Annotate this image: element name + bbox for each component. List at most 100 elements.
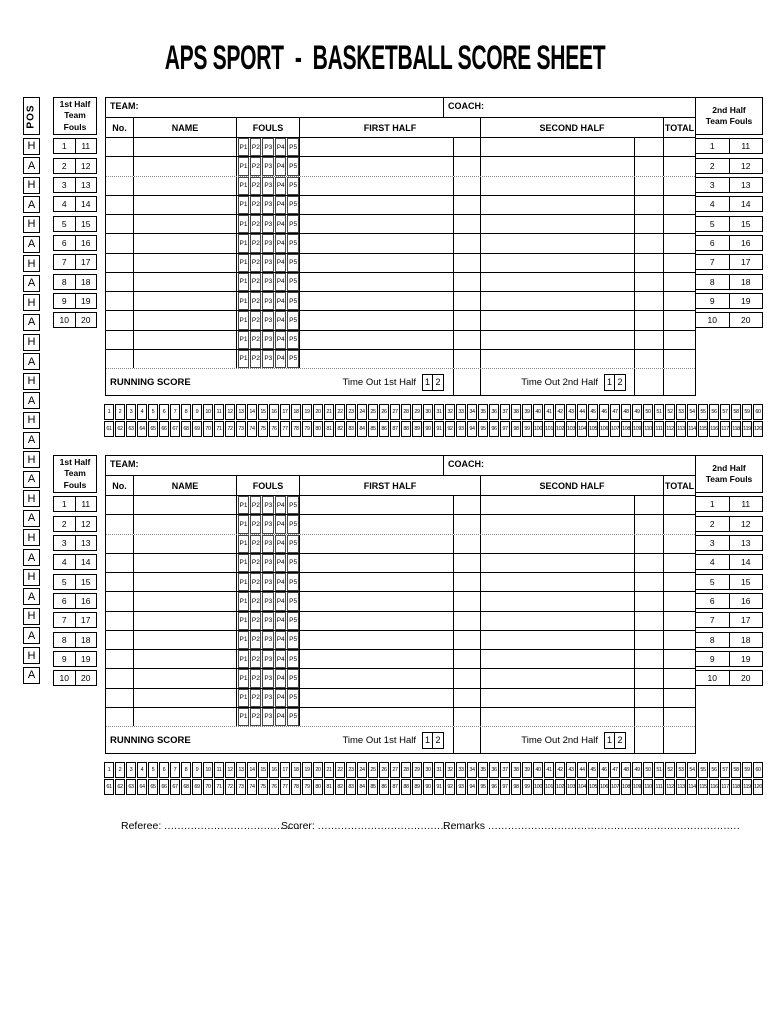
running-score-number[interactable]: 60 [753, 404, 763, 420]
running-score-number[interactable]: 54 [687, 404, 697, 420]
running-score-number[interactable]: 52 [665, 762, 675, 778]
running-score-number[interactable]: 112 [665, 421, 675, 437]
pos-cell[interactable]: A [23, 313, 40, 331]
team-foul-number[interactable]: 10 [695, 670, 730, 687]
foul-period-box[interactable]: P2 [249, 573, 262, 592]
running-score-number[interactable]: 18 [291, 762, 301, 778]
running-score-number[interactable]: 33 [456, 404, 466, 420]
first-half-score-cell[interactable] [300, 688, 454, 707]
running-score-number[interactable]: 29 [412, 404, 422, 420]
team-foul-number[interactable]: 16 [729, 234, 763, 251]
running-score-number[interactable]: 108 [621, 421, 631, 437]
team-foul-number[interactable]: 15 [75, 215, 97, 232]
running-score-number[interactable]: 17 [280, 404, 290, 420]
running-score-number[interactable]: 109 [632, 421, 642, 437]
team-foul-number[interactable]: 7 [695, 612, 730, 629]
running-score-number[interactable]: 106 [599, 779, 609, 795]
second-half-points-cell[interactable] [635, 553, 664, 572]
team-foul-number[interactable]: 2 [695, 515, 730, 532]
foul-period-box[interactable]: P2 [249, 650, 262, 669]
player-name-cell[interactable] [134, 292, 237, 311]
running-score-number[interactable]: 33 [456, 762, 466, 778]
first-half-points-cell[interactable] [454, 515, 481, 534]
foul-period-box[interactable]: P2 [249, 330, 262, 349]
pos-cell[interactable]: A [23, 235, 40, 253]
foul-period-box[interactable]: P4 [274, 253, 287, 272]
foul-period-box[interactable]: P2 [249, 688, 262, 707]
foul-period-box[interactable]: P5 [287, 272, 299, 291]
timeout-box-2[interactable]: 2 [433, 731, 444, 749]
foul-period-box[interactable]: P1 [237, 630, 249, 649]
running-score-number[interactable]: 34 [467, 762, 477, 778]
player-number-cell[interactable] [106, 157, 134, 176]
team-foul-number[interactable]: 11 [729, 496, 763, 513]
total-cell[interactable] [664, 331, 695, 349]
second-half-points-cell[interactable] [635, 176, 664, 195]
team-foul-number[interactable]: 6 [695, 592, 730, 609]
running-score-number[interactable]: 62 [115, 779, 125, 795]
second-half-points-cell[interactable] [635, 534, 664, 553]
running-score-number[interactable]: 115 [698, 421, 708, 437]
foul-period-box[interactable]: P5 [287, 215, 299, 234]
player-number-cell[interactable] [106, 195, 134, 214]
second-half-points-cell[interactable] [635, 330, 664, 349]
running-score-number[interactable]: 73 [236, 779, 246, 795]
foul-period-box[interactable]: P1 [237, 592, 249, 611]
running-score-number[interactable]: 117 [720, 779, 730, 795]
running-score-number[interactable]: 120 [753, 779, 763, 795]
running-score-number[interactable]: 60 [753, 762, 763, 778]
foul-period-box[interactable]: P2 [249, 630, 262, 649]
foul-period-box[interactable]: P4 [274, 330, 287, 349]
running-score-number[interactable]: 23 [346, 762, 356, 778]
team-foul-number[interactable]: 4 [53, 554, 76, 571]
first-half-score-cell[interactable] [300, 292, 454, 311]
total-points-cell[interactable] [664, 727, 695, 753]
team-foul-number[interactable]: 9 [53, 650, 76, 667]
team-foul-number[interactable]: 12 [75, 515, 97, 532]
running-score-number[interactable]: 103 [566, 779, 576, 795]
foul-period-box[interactable]: P4 [274, 272, 287, 291]
team-foul-number[interactable]: 8 [53, 273, 76, 290]
running-score-number[interactable]: 88 [401, 779, 411, 795]
foul-period-box[interactable]: P3 [262, 707, 274, 726]
team-foul-number[interactable]: 3 [53, 176, 76, 193]
pos-cell[interactable]: H [23, 176, 40, 194]
pos-cell[interactable]: A [23, 431, 40, 449]
foul-period-box[interactable]: P5 [287, 630, 299, 649]
running-score-number[interactable]: 23 [346, 404, 356, 420]
player-number-cell[interactable] [106, 650, 134, 669]
running-score-number[interactable]: 44 [577, 404, 587, 420]
running-score-number[interactable]: 111 [654, 421, 664, 437]
foul-period-box[interactable]: P1 [237, 176, 249, 195]
running-score-number[interactable]: 16 [269, 762, 279, 778]
team-field[interactable]: TEAM: [106, 456, 444, 475]
running-score-number[interactable]: 51 [654, 404, 664, 420]
first-half-points-cell[interactable] [454, 611, 481, 630]
running-score-number[interactable]: 89 [412, 779, 422, 795]
running-score-number[interactable]: 32 [445, 404, 455, 420]
running-score-number[interactable]: 1 [104, 404, 114, 420]
running-score-number[interactable]: 79 [302, 421, 312, 437]
second-half-points-cell[interactable] [635, 369, 664, 395]
foul-period-box[interactable]: P3 [262, 496, 274, 515]
running-score-number[interactable]: 97 [500, 779, 510, 795]
second-half-points-cell[interactable] [635, 630, 664, 649]
foul-period-box[interactable]: P2 [249, 272, 262, 291]
player-number-cell[interactable] [106, 669, 134, 688]
second-half-points-cell[interactable] [635, 650, 664, 669]
second-half-score-cell[interactable] [481, 630, 635, 649]
foul-period-box[interactable]: P1 [237, 573, 249, 592]
running-score-number[interactable]: 66 [159, 779, 169, 795]
running-score-number[interactable]: 21 [324, 404, 334, 420]
running-score-number[interactable]: 34 [467, 404, 477, 420]
player-name-cell[interactable] [134, 157, 237, 176]
running-score-number[interactable]: 99 [522, 421, 532, 437]
second-half-points-cell[interactable] [635, 727, 664, 753]
foul-period-box[interactable]: P1 [237, 650, 249, 669]
foul-period-box[interactable]: P3 [262, 157, 274, 176]
foul-period-box[interactable]: P5 [287, 688, 299, 707]
running-score-number[interactable]: 103 [566, 421, 576, 437]
total-cell[interactable] [664, 138, 695, 156]
player-name-cell[interactable] [134, 349, 237, 368]
pos-cell[interactable]: A [23, 470, 40, 488]
